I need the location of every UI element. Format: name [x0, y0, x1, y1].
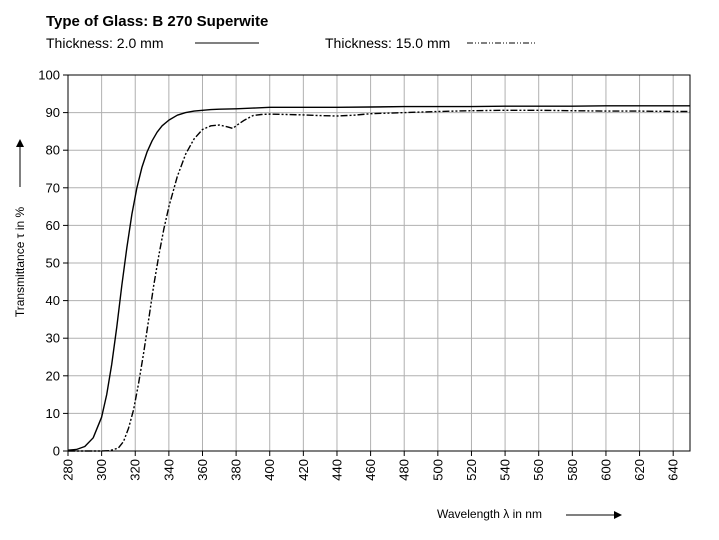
x-tick-label: 420	[296, 459, 311, 481]
y-tick-label: 100	[38, 68, 60, 83]
legend-line-series-2	[467, 42, 535, 44]
legend-label-series-2: Thickness: 15.0 mm	[325, 35, 451, 51]
x-tick-label: 480	[397, 459, 412, 481]
series-line-2	[68, 109, 690, 452]
y-tick-label: 80	[46, 143, 60, 158]
legend-line-series-1	[195, 42, 259, 44]
legend-label-series-1: Thickness: 2.0 mm	[46, 35, 164, 51]
chart-title: Type of Glass: B 270 Superwite	[46, 13, 269, 30]
x-tick-label: 600	[598, 459, 613, 481]
x-tick-label: 540	[498, 459, 513, 481]
y-tick-label: 70	[46, 180, 60, 195]
x-tick-label: 320	[128, 459, 143, 481]
y-tick-label: 60	[46, 218, 60, 233]
x-tick-label: 560	[531, 459, 546, 481]
y-tick-label: 50	[46, 256, 60, 271]
x-tick-label: 400	[262, 459, 277, 481]
series-line-1	[67, 105, 690, 451]
x-tick-label: 340	[161, 459, 176, 481]
x-tick-label: 500	[430, 459, 445, 481]
x-tick-label: 620	[632, 459, 647, 481]
x-tick-label: 300	[94, 459, 109, 481]
x-tick-label: 460	[363, 459, 378, 481]
y-tick-label: 0	[53, 444, 60, 459]
x-tick-label: 360	[195, 459, 210, 481]
x-tick-label: 280	[61, 459, 76, 481]
y-tick-label: 20	[46, 368, 60, 383]
x-tick-label: 440	[329, 459, 344, 481]
x-axis-arrow	[566, 511, 622, 519]
y-axis-label: Transmittance τ in %	[13, 207, 27, 318]
x-tick-label: 580	[565, 459, 580, 481]
y-tick-label: 90	[46, 105, 60, 120]
y-tick-label: 40	[46, 293, 60, 308]
x-tick-label: 380	[229, 459, 244, 481]
y-axis-arrow	[16, 139, 24, 187]
x-axis: 280 300 320 340 360 380 400 420 440 460 480 500 520 5…	[61, 451, 681, 481]
x-axis-label: Wavelength λ in nm	[437, 507, 542, 521]
y-tick-label: 30	[46, 331, 60, 346]
grid	[67, 74, 690, 452]
x-tick-label: 520	[464, 459, 479, 481]
y-tick-label: 10	[46, 406, 60, 421]
series-group	[67, 105, 690, 452]
x-tick-label: 640	[666, 459, 681, 481]
y-axis: 0 10 20 30 40 50 60 70 80 90 100	[38, 68, 68, 459]
